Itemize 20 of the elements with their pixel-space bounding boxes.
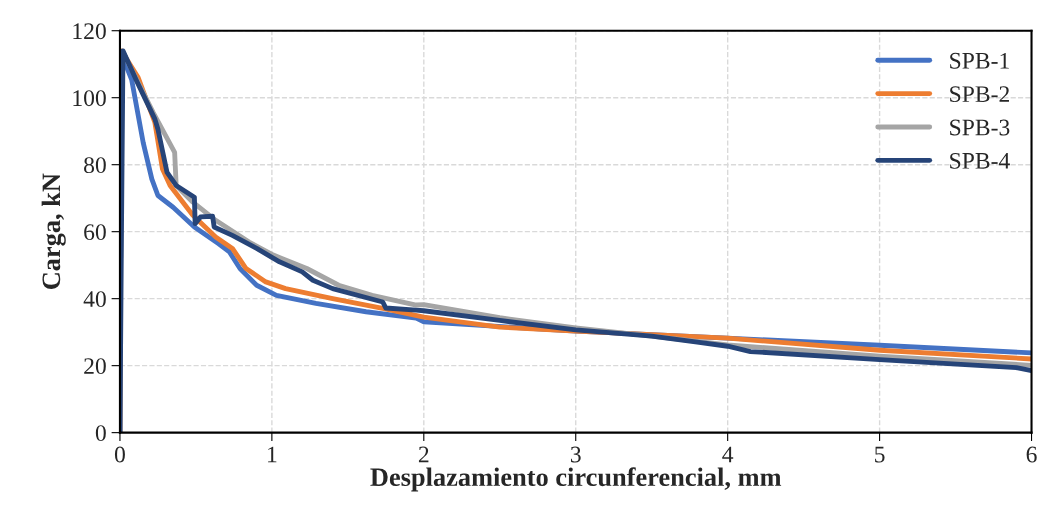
x-tick-label: 2 (418, 446, 429, 463)
y-tick-label: 40 (83, 291, 106, 308)
y-tick-label: 120 (73, 23, 106, 40)
x-tick-label: 6 (1026, 446, 1037, 463)
x-tick-label: 3 (570, 446, 581, 463)
x-tick-label: 1 (268, 446, 277, 463)
y-tick-label: 20 (84, 358, 106, 375)
y-tick-label: 80 (84, 157, 106, 174)
y-axis-title: Carga, kN (41, 173, 66, 290)
legend-label: SPB-1 (950, 52, 1009, 69)
y-tick-label: 100 (73, 90, 106, 107)
y-tick-label: 0 (95, 425, 106, 442)
x-tick-label: 0 (114, 446, 125, 463)
x-tick-label: 5 (875, 446, 885, 463)
y-tick-label: 60 (84, 224, 106, 241)
x-tick-label: 4 (722, 446, 734, 463)
legend-label: SPB-3 (950, 119, 1010, 136)
legend-label: SPB-2 (950, 86, 1009, 103)
legend-label: SPB-4 (950, 152, 1010, 169)
x-axis-title: Desplazamiento circunferencial, mm (370, 467, 782, 492)
